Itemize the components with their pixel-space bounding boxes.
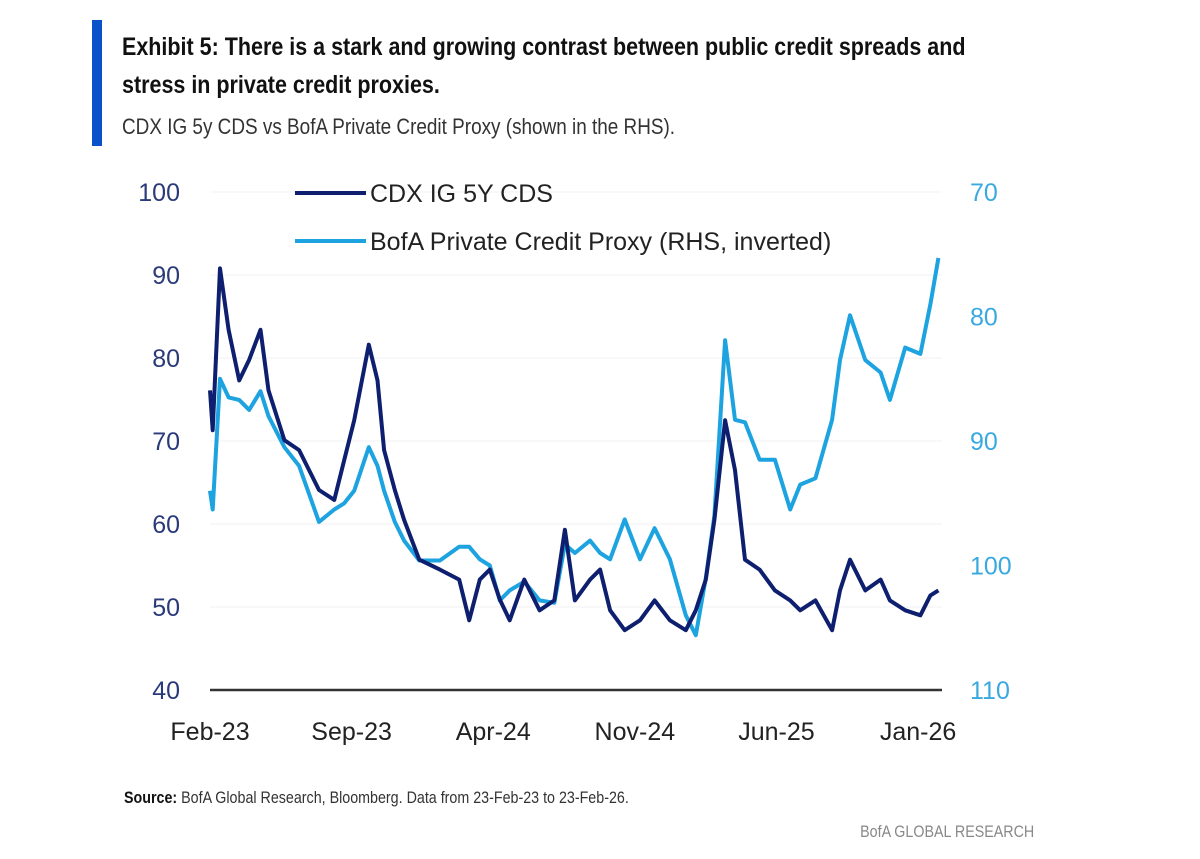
x-tick-label: Jan-26	[880, 718, 956, 746]
source-text: BofA Global Research, Bloomberg. Data fr…	[177, 788, 629, 807]
chart-subtitle: CDX IG 5y CDS vs BofA Private Credit Pro…	[122, 114, 676, 139]
x-tick-label: Feb-23	[170, 718, 249, 746]
y-left-tick-label: 50	[152, 594, 180, 622]
y-left-tick-label: 80	[152, 345, 180, 373]
y-axis-left: 40 50 60 70 80 90 100	[138, 179, 942, 705]
x-tick-label: Sep-23	[311, 718, 392, 746]
y-axis-right: 70 80 90 100 110	[970, 179, 1012, 705]
source-label: Source:	[124, 788, 178, 807]
series-line-proxy	[208, 257, 941, 638]
x-tick-label: Jun-25	[738, 718, 814, 746]
title-accent-bar	[92, 20, 102, 146]
y-right-tick-label: 110	[970, 677, 1010, 705]
series-line-cdx	[208, 266, 940, 633]
y-left-tick-label: 40	[152, 677, 180, 705]
y-right-tick-label: 70	[970, 179, 998, 207]
legend-label-cdx: CDX IG 5Y CDS	[370, 180, 553, 208]
source-note: Source: BofA Global Research, Bloomberg.…	[124, 788, 629, 808]
y-right-tick-label: 100	[970, 553, 1012, 581]
brand-footer: BofA GLOBAL RESEARCH	[859, 822, 1034, 841]
legend: CDX IG 5Y CDS BofA Private Credit Proxy …	[295, 180, 831, 256]
y-left-tick-label: 70	[152, 428, 180, 456]
y-left-tick-label: 90	[152, 262, 180, 290]
x-tick-label: Apr-24	[456, 718, 531, 746]
series-lines	[208, 257, 941, 638]
legend-label-proxy: BofA Private Credit Proxy (RHS, inverted…	[370, 228, 831, 256]
chart-title: Exhibit 5: There is a stark and growing …	[122, 33, 966, 99]
y-right-tick-label: 80	[970, 304, 998, 332]
x-tick-label: Nov-24	[595, 718, 676, 746]
x-axis: Feb-23 Sep-23 Apr-24 Nov-24 Jun-25 Jan-26	[170, 718, 956, 746]
y-left-tick-label: 60	[152, 511, 180, 539]
y-left-tick-label: 100	[138, 179, 180, 207]
y-right-tick-label: 90	[970, 428, 998, 456]
